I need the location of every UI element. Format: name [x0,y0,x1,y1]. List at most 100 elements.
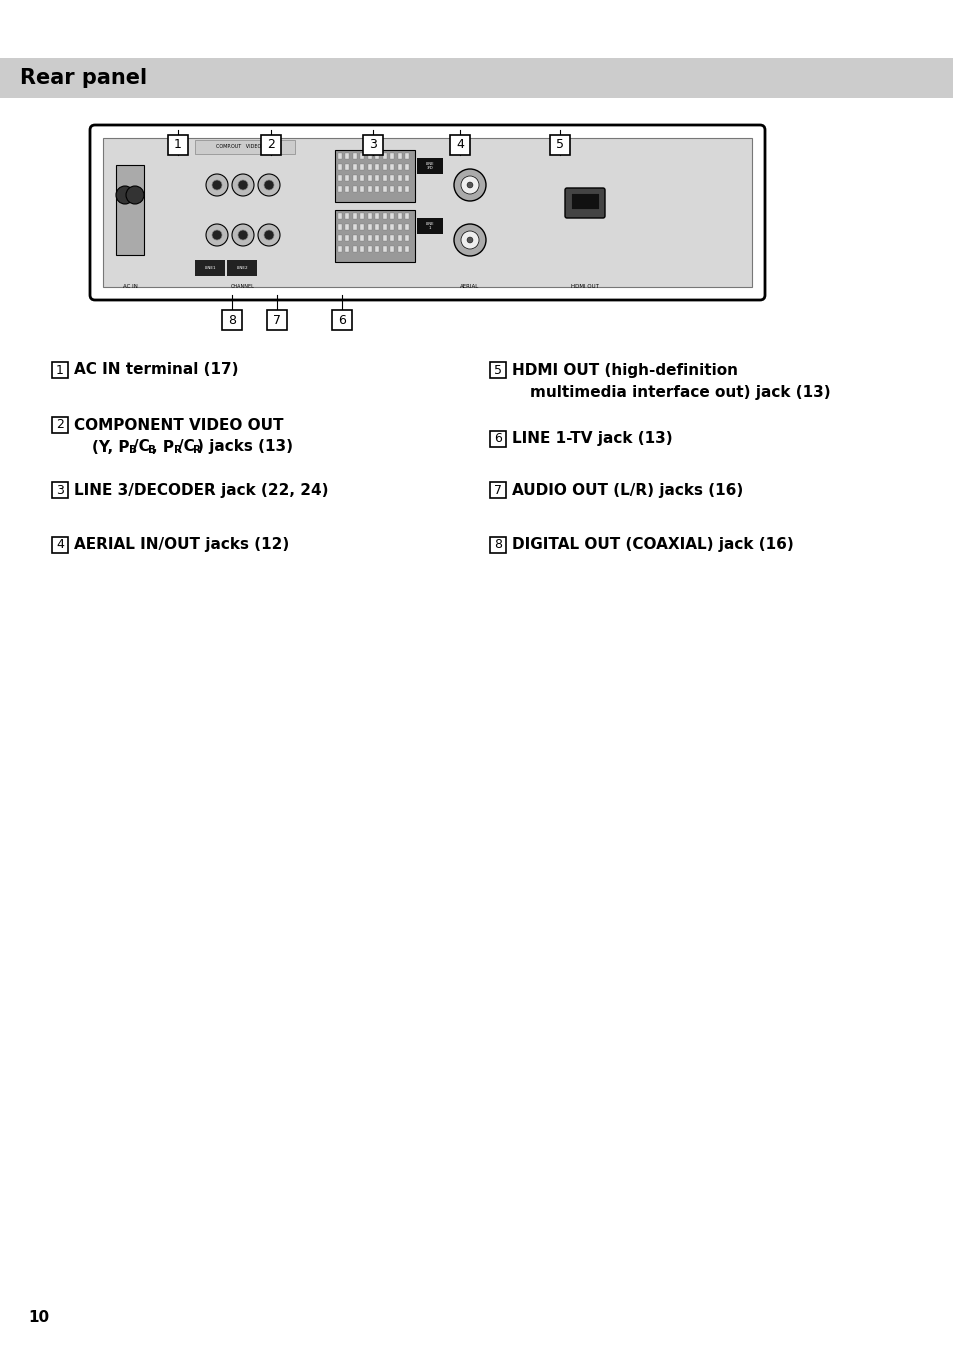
Bar [337,235,341,241]
Bar [337,174,341,181]
Bar [405,164,409,170]
Bar [390,187,395,192]
Bar [52,537,68,553]
Bar [490,537,505,553]
Bar [332,310,352,330]
Bar [375,235,379,241]
Circle shape [454,169,485,201]
Bar [390,246,395,251]
Bar [337,224,341,230]
Bar [490,362,505,379]
Circle shape [212,180,222,191]
Bar [405,174,409,181]
Bar [353,224,356,230]
Bar [345,164,349,170]
Text: 7: 7 [273,314,281,326]
Bar [405,224,409,230]
Text: B: B [148,445,156,456]
Bar [382,153,387,160]
Text: HDMI OUT (high-definition: HDMI OUT (high-definition [512,362,738,377]
Bar [397,235,401,241]
Bar [360,164,364,170]
Bar [345,246,349,251]
Bar [337,153,341,160]
Bar [52,483,68,498]
Bar [194,260,225,276]
Bar [368,164,372,170]
Circle shape [206,174,228,196]
Bar [0,58,953,97]
Bar [353,164,356,170]
Bar [227,260,256,276]
Bar [390,164,395,170]
Bar [360,153,364,160]
Bar [345,224,349,230]
Text: ) jacks (13): ) jacks (13) [196,439,293,454]
Text: (Y, P: (Y, P [91,439,130,454]
Bar [375,187,379,192]
Circle shape [264,230,274,241]
Text: 10: 10 [28,1310,49,1325]
Bar [382,246,387,251]
Bar [353,187,356,192]
Bar [390,224,395,230]
Bar [405,235,409,241]
Bar [368,224,372,230]
Text: AUDIO OUT (L/R) jacks (16): AUDIO OUT (L/R) jacks (16) [512,483,742,498]
Text: R: R [174,445,182,456]
Text: 1: 1 [173,138,182,151]
Bar [335,210,415,262]
Text: 7: 7 [494,484,501,496]
Text: /C: /C [178,439,194,454]
Bar [390,174,395,181]
Bar [368,153,372,160]
Bar [375,246,379,251]
Circle shape [237,180,248,191]
Bar [397,214,401,219]
Bar [345,214,349,219]
Bar [382,187,387,192]
Text: 5: 5 [556,138,563,151]
Bar [390,214,395,219]
Bar [405,153,409,160]
Bar [550,135,569,155]
Text: COMP.OUT   VIDEO OUT: COMP.OUT VIDEO OUT [216,145,274,150]
Bar [116,165,144,256]
FancyBboxPatch shape [90,124,764,300]
Bar [353,235,356,241]
Bar [450,135,470,155]
Bar [382,164,387,170]
Bar [335,150,415,201]
Bar [345,174,349,181]
Bar [382,174,387,181]
Text: CHANNEL: CHANNEL [231,284,254,289]
Bar [337,246,341,251]
Bar [194,141,294,154]
Text: 2: 2 [267,138,274,151]
Text: 6: 6 [337,314,346,326]
Bar [360,187,364,192]
Circle shape [467,183,473,188]
Text: 4: 4 [456,138,463,151]
Text: HDMI OUT: HDMI OUT [571,284,598,289]
Circle shape [206,224,228,246]
Text: 8: 8 [228,314,235,326]
Text: , P: , P [152,439,173,454]
Bar [382,235,387,241]
Bar [397,246,401,251]
Text: 8: 8 [494,538,501,552]
Circle shape [257,224,280,246]
Bar [416,218,442,234]
Bar [405,246,409,251]
Text: B: B [130,445,137,456]
Text: 6: 6 [494,433,501,446]
Bar [368,246,372,251]
Text: /C: /C [133,439,150,454]
Text: LINE 3/DECODER jack (22, 24): LINE 3/DECODER jack (22, 24) [74,483,328,498]
Text: LINE1: LINE1 [204,266,215,270]
Text: 4: 4 [56,538,64,552]
Text: LINE 1-TV jack (13): LINE 1-TV jack (13) [512,431,672,446]
Bar [375,224,379,230]
Text: 3: 3 [369,138,376,151]
Circle shape [237,230,248,241]
